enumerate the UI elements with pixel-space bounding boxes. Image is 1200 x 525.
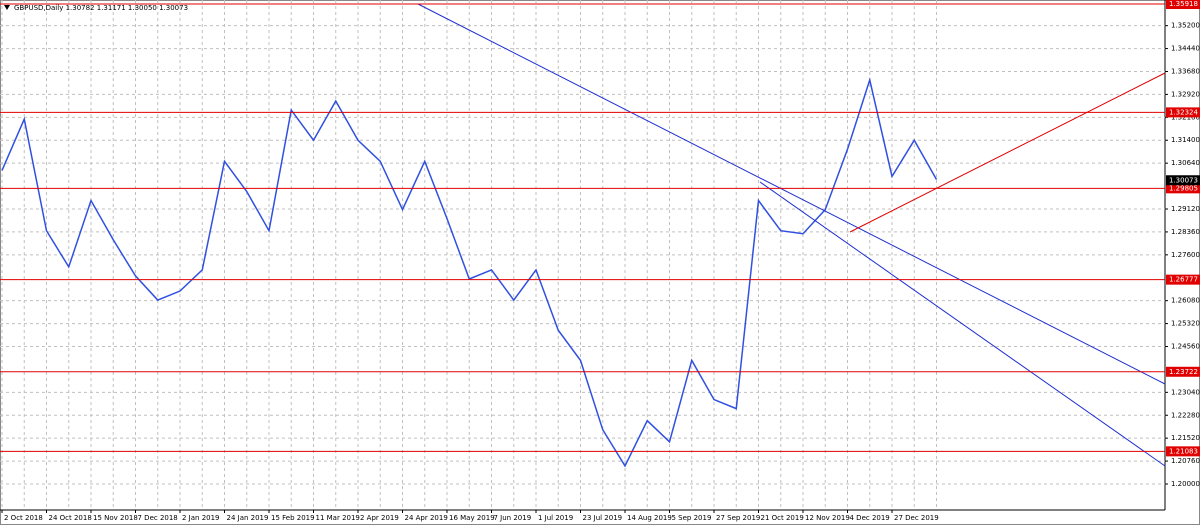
menu-arrow[interactable] xyxy=(4,5,10,10)
y-tick-label: 1.23040 xyxy=(1171,388,1200,396)
level-tag xyxy=(1166,183,1200,194)
level-label: 1.21083 xyxy=(1169,447,1198,455)
y-tick-label: 1.30640 xyxy=(1171,159,1200,167)
x-tick-label: 7 Dec 2018 xyxy=(138,514,178,522)
y-tick-label: 1.26080 xyxy=(1171,297,1200,305)
level-label: 1.29805 xyxy=(1169,184,1198,192)
chart-title: GBPUSD,Daily 1.30782 1.31171 1.30050 1.3… xyxy=(14,4,188,12)
x-tick-label: 14 Aug 2019 xyxy=(627,514,672,522)
level-tag xyxy=(1166,107,1200,118)
y-tick-label: 1.22280 xyxy=(1171,411,1200,419)
y-tick-label: 1.27600 xyxy=(1171,251,1200,259)
level-label: 1.23722 xyxy=(1169,368,1198,376)
price-line xyxy=(1,77,938,468)
x-tick-label: 2 Apr 2019 xyxy=(360,514,399,522)
x-tick-label: 12 Nov 2019 xyxy=(805,514,850,522)
x-tick-label: 2 Jan 2019 xyxy=(182,514,220,522)
x-tick-label: 23 Jul 2019 xyxy=(583,514,623,522)
x-tick-label: 15 Feb 2019 xyxy=(271,514,315,522)
y-tick-label: 1.28360 xyxy=(1171,228,1200,236)
x-tick-label: 21 Oct 2019 xyxy=(761,514,804,522)
x-tick-label: 1 Jul 2019 xyxy=(538,514,573,522)
current-price: 1.30073 xyxy=(1169,176,1198,184)
x-tick-label: 27 Dec 2019 xyxy=(894,514,939,522)
x-tick-label: 5 Sep 2019 xyxy=(672,514,712,522)
x-tick-label: 2 Oct 2018 xyxy=(4,514,43,522)
x-tick-label: 4 Dec 2019 xyxy=(850,514,890,522)
x-tick-label: 24 Jan 2019 xyxy=(227,514,269,522)
x-tick-label: 24 Apr 2019 xyxy=(405,514,448,522)
y-tick-label: 1.33680 xyxy=(1171,67,1200,75)
level-tag xyxy=(1166,366,1200,377)
level-label: 1.35918 xyxy=(1169,0,1198,8)
x-tick-label: 27 Sep 2019 xyxy=(716,514,760,522)
trend-line xyxy=(849,72,1166,233)
trend-line xyxy=(759,181,1166,467)
level-label: 1.26777 xyxy=(1169,276,1198,284)
y-tick-label: 1.25320 xyxy=(1171,320,1200,328)
y-tick-label: 1.35200 xyxy=(1171,22,1200,30)
x-tick-label: 11 Mar 2019 xyxy=(316,514,360,522)
x-tick-label: 24 Oct 2018 xyxy=(49,514,92,522)
level-tag xyxy=(1166,0,1200,10)
y-tick-label: 1.20000 xyxy=(1171,480,1200,488)
level-tag xyxy=(1166,446,1200,457)
level-tag xyxy=(1166,274,1200,285)
y-tick-label: 1.24560 xyxy=(1171,343,1200,351)
x-tick-label: 7 Jun 2019 xyxy=(494,514,532,522)
x-tick-label: 15 Nov 2018 xyxy=(93,514,138,522)
y-tick-label: 1.21520 xyxy=(1171,434,1200,442)
y-tick-label: 1.32920 xyxy=(1171,90,1200,98)
x-tick-label: 16 May 2019 xyxy=(449,514,495,522)
level-label: 1.32324 xyxy=(1169,108,1198,116)
y-tick-label: 1.31400 xyxy=(1171,136,1200,144)
y-tick-label: 1.29120 xyxy=(1171,205,1200,213)
price-tag xyxy=(1166,175,1200,186)
y-tick-label: 1.34440 xyxy=(1171,45,1200,53)
trend-line xyxy=(417,3,1166,385)
y-tick-label: 1.20760 xyxy=(1171,457,1200,465)
